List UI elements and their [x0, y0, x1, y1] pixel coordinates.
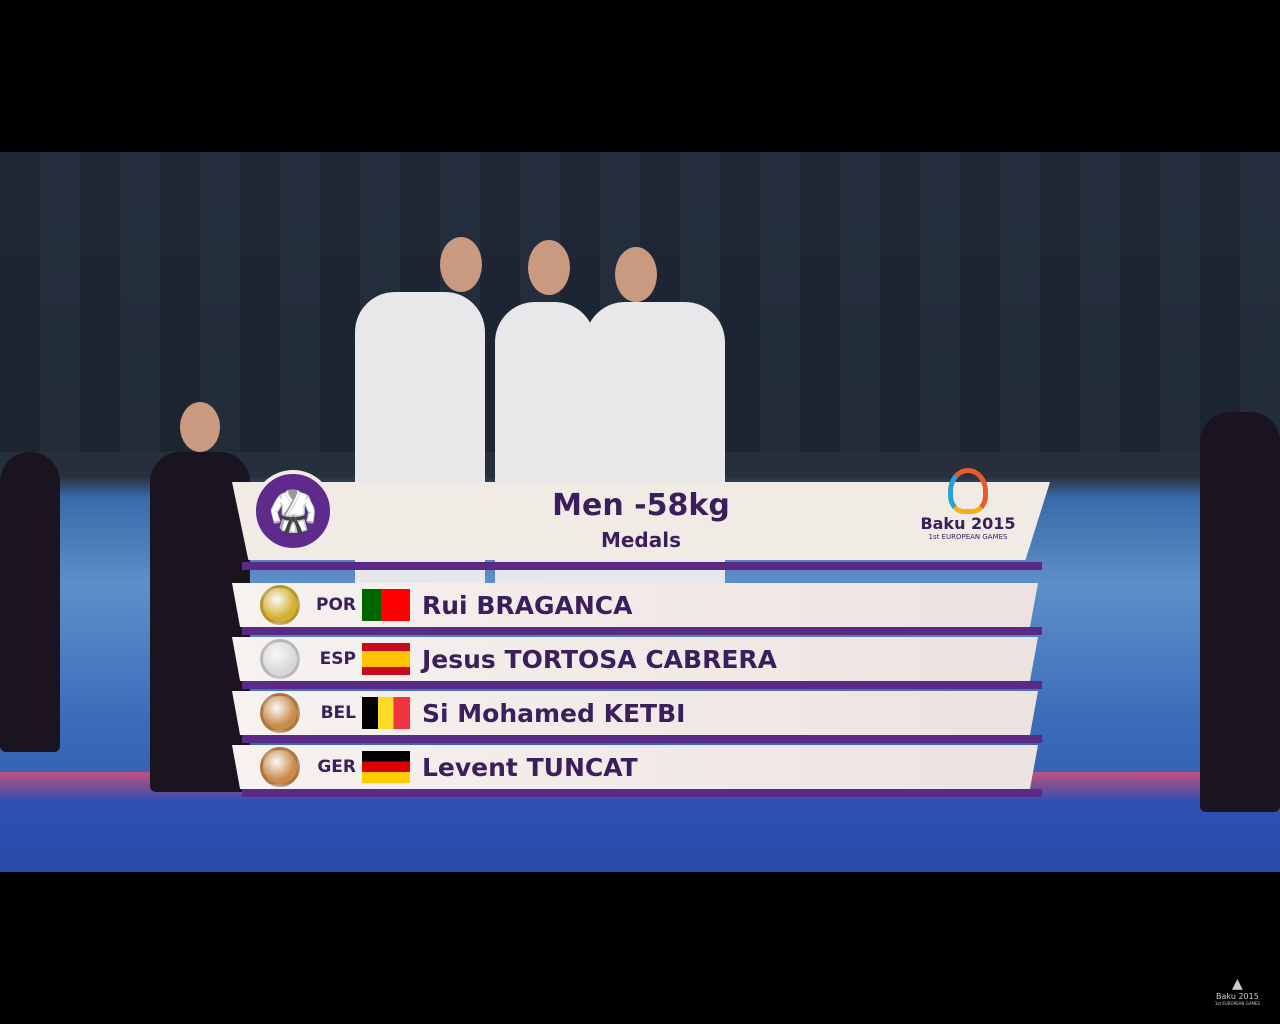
- athlete-name: Si Mohamed KETBI: [422, 698, 686, 728]
- divider: [242, 681, 1042, 689]
- flame-icon: ▲: [1232, 976, 1243, 992]
- broadcast-watermark: ▲ Baku 2015 1st EUROPEAN GAMES: [1215, 976, 1260, 1006]
- divider: [242, 627, 1042, 635]
- event-subtitle: Medals: [600, 528, 682, 552]
- result-row: POR Rui BRAGANCA: [232, 583, 1038, 627]
- country-code: BEL: [320, 703, 356, 723]
- bronze-medal-icon: [260, 693, 300, 733]
- result-row: ESP Jesus TORTOSA CABRERA: [232, 637, 1038, 681]
- divider: [242, 789, 1042, 797]
- athlete-name: Rui BRAGANCA: [422, 590, 633, 620]
- flag-esp-icon: [362, 643, 410, 675]
- gold-medal-icon: [260, 585, 300, 625]
- country-code: ESP: [319, 649, 356, 669]
- bronze-medal-icon: [260, 747, 300, 787]
- baku-2015-logo: Baku 2015 1st EUROPEAN GAMES: [918, 468, 1018, 541]
- hostess-head: [180, 402, 220, 452]
- country-code: POR: [315, 595, 356, 615]
- watermark-name: Baku 2015: [1216, 992, 1259, 1001]
- taekwondo-kick-icon: 🥋: [252, 470, 334, 552]
- logo-tagline: 1st EUROPEAN GAMES: [928, 533, 1008, 541]
- divider: [242, 562, 1042, 570]
- athlete-head: [440, 237, 482, 292]
- athletes-bronze: [585, 302, 725, 632]
- flame-icon: [948, 468, 988, 514]
- watermark-tagline: 1st EUROPEAN GAMES: [1214, 1001, 1260, 1006]
- athlete-gold: [495, 302, 595, 632]
- flag-por-icon: [362, 589, 410, 621]
- person-left: [0, 452, 60, 752]
- result-row: BEL Si Mohamed KETBI: [232, 691, 1038, 735]
- hostess-left: [150, 452, 250, 792]
- logo-name: Baku 2015: [920, 514, 1016, 533]
- flag-bel-icon: [362, 697, 410, 729]
- divider: [242, 735, 1042, 743]
- result-row: GER Levent TUNCAT: [232, 745, 1038, 789]
- event-title: Men -58kg: [552, 488, 730, 523]
- flag-ger-icon: [362, 751, 410, 783]
- hostess-right: [1200, 412, 1280, 812]
- athlete-head: [615, 247, 657, 302]
- athlete-name: Jesus TORTOSA CABRERA: [422, 644, 777, 674]
- athlete-head: [528, 240, 570, 295]
- medal-results-graphic: Men -58kg Medals 🥋 Baku 2015 1st EUROPEA…: [232, 468, 1052, 802]
- country-code: GER: [317, 757, 356, 777]
- athlete-name: Levent TUNCAT: [422, 752, 638, 782]
- silver-medal-icon: [260, 639, 300, 679]
- graphic-header: Men -58kg Medals: [232, 482, 1050, 560]
